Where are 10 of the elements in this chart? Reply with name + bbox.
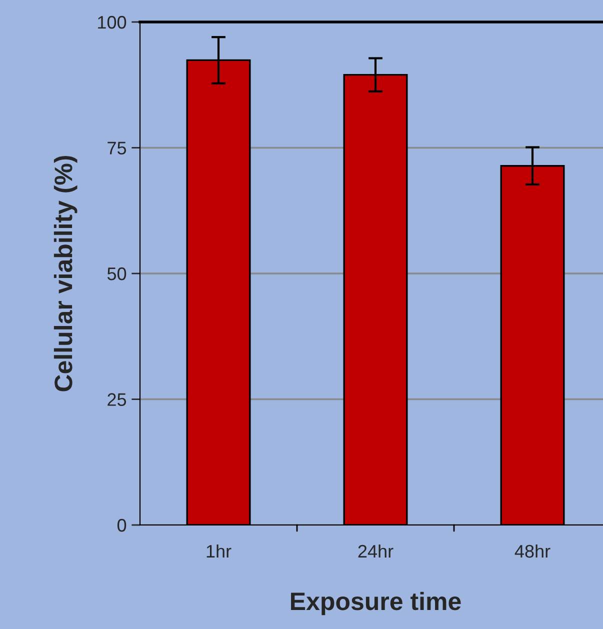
y-tick-label: 25 [108,393,126,406]
y-tick-label: 50 [107,267,126,280]
x-tick-label: 1hr [206,544,232,558]
y-tick-label: 0 [117,518,126,532]
y-tick-label: 75 [108,142,126,154]
y-axis-title: Cellular viability (%) [54,156,78,392]
x-axis-title: Exposure time [291,592,461,616]
x-tick-label: 48hr [514,544,550,558]
y-tick-label: 100 [98,16,126,29]
x-tick-label: 24hr [358,544,394,558]
